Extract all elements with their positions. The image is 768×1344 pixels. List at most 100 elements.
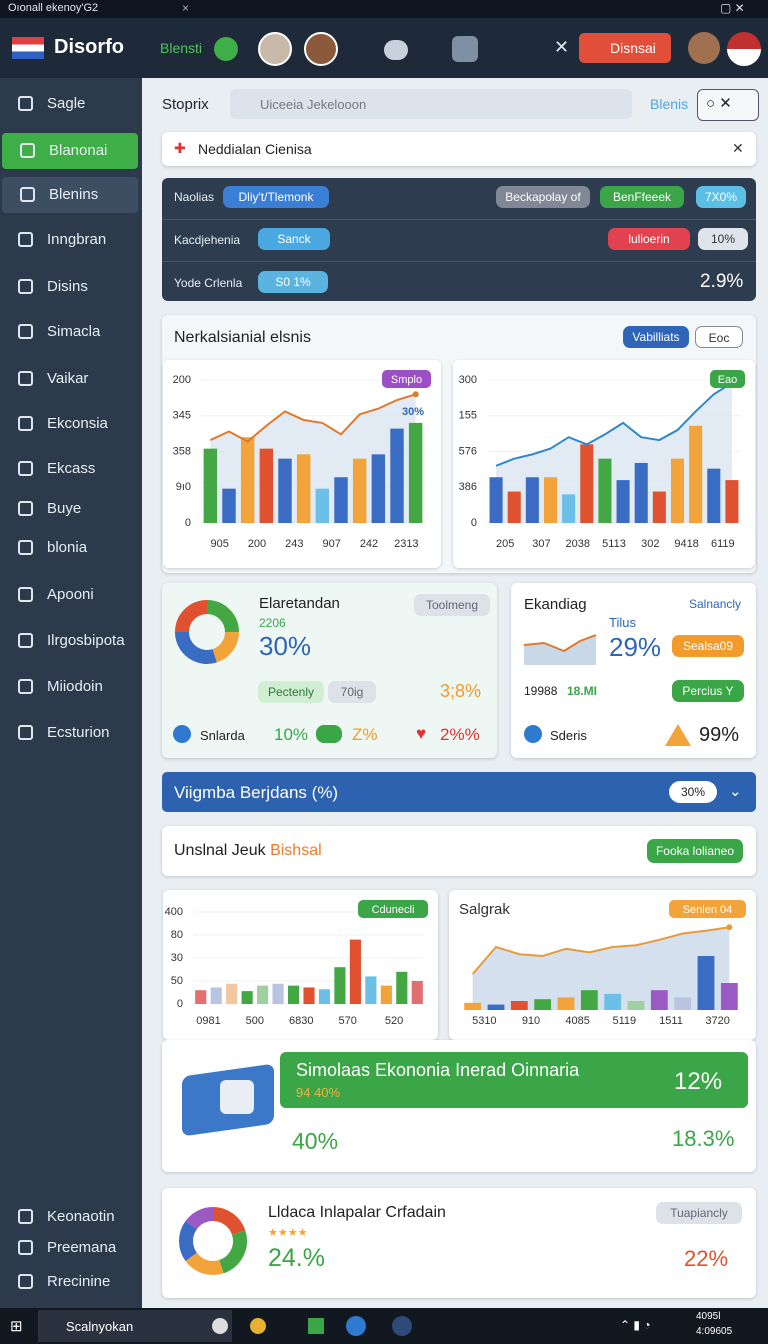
badge: [669, 900, 746, 918]
accordion-title: Viigmba Berjdans (%): [174, 783, 339, 802]
app-icon[interactable]: [212, 1318, 228, 1334]
nav-label: Sagle: [47, 95, 86, 112]
app-icon[interactable]: [308, 1318, 324, 1334]
chevron[interactable]: ⌄: [729, 783, 742, 800]
nav-item[interactable]: Blanonai: [2, 133, 138, 169]
bar: [510, 1001, 528, 1010]
panel-title: Nerkalsianial elsnis: [174, 329, 311, 346]
heart-icon: ♥: [416, 724, 427, 743]
bar: [408, 422, 423, 523]
y-tick-label: 9ı0: [176, 481, 191, 493]
badge-label: Smplo: [391, 374, 422, 386]
y-tick-label: 155: [459, 410, 477, 422]
card-value: 30%: [259, 631, 312, 661]
filter-label: Neddialan Cienisa: [198, 141, 312, 157]
y-tick-label: 0: [471, 517, 477, 529]
chart: 0 386 576 155 300 205 307 2038 5113 302 9418 6119 Ea…: [459, 370, 745, 550]
search-controls[interactable]: ○ ✕: [697, 89, 759, 121]
nav-item[interactable]: Apooni: [0, 577, 140, 613]
taskbar-search[interactable]: Scalnyokan: [38, 1310, 232, 1342]
row-divider: [162, 261, 756, 262]
avatar[interactable]: [304, 32, 338, 66]
start-button[interactable]: ⊞: [10, 1318, 23, 1335]
app-icon[interactable]: [346, 1316, 366, 1336]
filter-input[interactable]: ✚ Neddialan Cienisa ✕: [162, 132, 756, 166]
app-icon[interactable]: [392, 1316, 412, 1336]
nav-item[interactable]: Inngbran: [0, 222, 140, 258]
app-icon[interactable]: [250, 1318, 266, 1334]
table: Naolias Dliy't/Tlemonk Beckapolay of Ben…: [162, 178, 756, 301]
nav-label: Apooni: [47, 586, 94, 603]
clear-icon[interactable]: ✕: [732, 140, 744, 156]
nav-item[interactable]: Ekcass: [0, 451, 140, 487]
alert-button[interactable]: Disnsai: [579, 33, 671, 63]
x-tick-label: 307: [532, 538, 550, 550]
nav-item[interactable]: Simacla: [0, 314, 140, 350]
accordion[interactable]: Viigmba Berjdans (%) 30% ⌄: [162, 772, 756, 812]
nav-label: Miiodoin: [47, 678, 103, 695]
x-tick-label: 242: [360, 538, 378, 550]
y-tick-label: 0: [177, 998, 183, 1010]
avatar[interactable]: [688, 32, 720, 64]
cell-pill: 10%: [698, 228, 748, 250]
section-button[interactable]: Fooka lolianeo: [647, 839, 743, 863]
card-title: Ekandiag: [524, 596, 587, 613]
card-title: Lldaca Inlapalar Crfadain: [268, 1204, 446, 1221]
nav-item[interactable]: Ilrgosbipota: [0, 623, 140, 659]
row-label: Snlarda: [200, 728, 245, 743]
bar: [707, 468, 721, 523]
bar: [670, 458, 685, 523]
icon[interactable]: [452, 36, 478, 62]
search-box[interactable]: Uiceeia Jekelooon: [230, 89, 632, 119]
tab[interactable]: Blensti: [160, 40, 203, 56]
illustration: [220, 1080, 254, 1114]
nav-item[interactable]: Ecsturion: [0, 715, 140, 751]
taskbar: ⊞ Scalnyokan ⌃ ▮ ◔ 4095l 4:09605: [0, 1308, 768, 1344]
nav-label: Blanonai: [49, 142, 108, 159]
button[interactable]: Percius Y: [672, 680, 744, 702]
nav-item[interactable]: Vaikar: [0, 361, 140, 397]
close-icon[interactable]: ✕: [554, 37, 570, 57]
bar: [296, 454, 311, 523]
chart-card: 0 386 576 155 300 205 307 2038 5113 302 9418 6119 Ea…: [453, 360, 755, 568]
nav-item[interactable]: blonia: [0, 530, 140, 566]
nav-icon: [18, 501, 33, 516]
link[interactable]: Blenis: [650, 96, 689, 112]
tray-icons[interactable]: ⌃ ▮ ◔: [620, 1318, 651, 1332]
row-divider: [162, 219, 756, 220]
nav-label: Inngbran: [47, 231, 107, 248]
nav-item[interactable]: Blenins: [2, 177, 138, 213]
x-tick-label: 9418: [674, 538, 698, 550]
nav-item[interactable]: Ekconsia: [0, 406, 140, 442]
chart: 0 50 30 80 400 0981 500 6830 570 520 Cdunecli: [165, 900, 428, 1027]
avatar[interactable]: [258, 32, 292, 66]
chart: Salgrak 5310 910 4085 5119 1511 3720 Senlen 04: [459, 900, 746, 1027]
icon[interactable]: [384, 40, 408, 60]
close-tab[interactable]: ×: [182, 1, 190, 15]
nav-label: Vaikar: [47, 370, 89, 387]
banner-sub: 94 40%: [296, 1085, 341, 1100]
badge-label: Eao: [718, 374, 738, 386]
panel-button[interactable]: Eoc: [695, 326, 743, 348]
nav-item[interactable]: Preemana: [0, 1230, 140, 1266]
cell-value: 2.9%: [700, 271, 744, 292]
window-controls[interactable]: ▢ ✕: [720, 1, 745, 15]
window-title: Oıonall ekenoy'G2: [8, 2, 99, 14]
nav-item[interactable]: Disins: [0, 269, 140, 305]
card-link[interactable]: Salnancly: [689, 597, 742, 611]
nav-item[interactable]: Buye: [0, 491, 140, 527]
taskbar-search-text: Scalnyokan: [66, 1319, 134, 1334]
nav-item[interactable]: Rrecinine: [0, 1264, 140, 1300]
panel-button[interactable]: Vabilliats: [623, 326, 689, 348]
x-tick-label: 520: [385, 1015, 403, 1027]
nav-icon: [18, 279, 33, 294]
avatar[interactable]: [727, 32, 761, 66]
donut-segment: [212, 1207, 246, 1236]
bar: [241, 991, 253, 1004]
nav-item[interactable]: Sagle: [0, 86, 140, 122]
tab-button[interactable]: [214, 37, 238, 61]
x-tick-label: 1511: [659, 1015, 683, 1027]
banner: Simolaas Ekononia Inerad Oinnaria 94 40%…: [280, 1052, 748, 1108]
nav-item[interactable]: Keonaotin: [0, 1199, 140, 1235]
nav-item[interactable]: Miiodoin: [0, 669, 140, 705]
